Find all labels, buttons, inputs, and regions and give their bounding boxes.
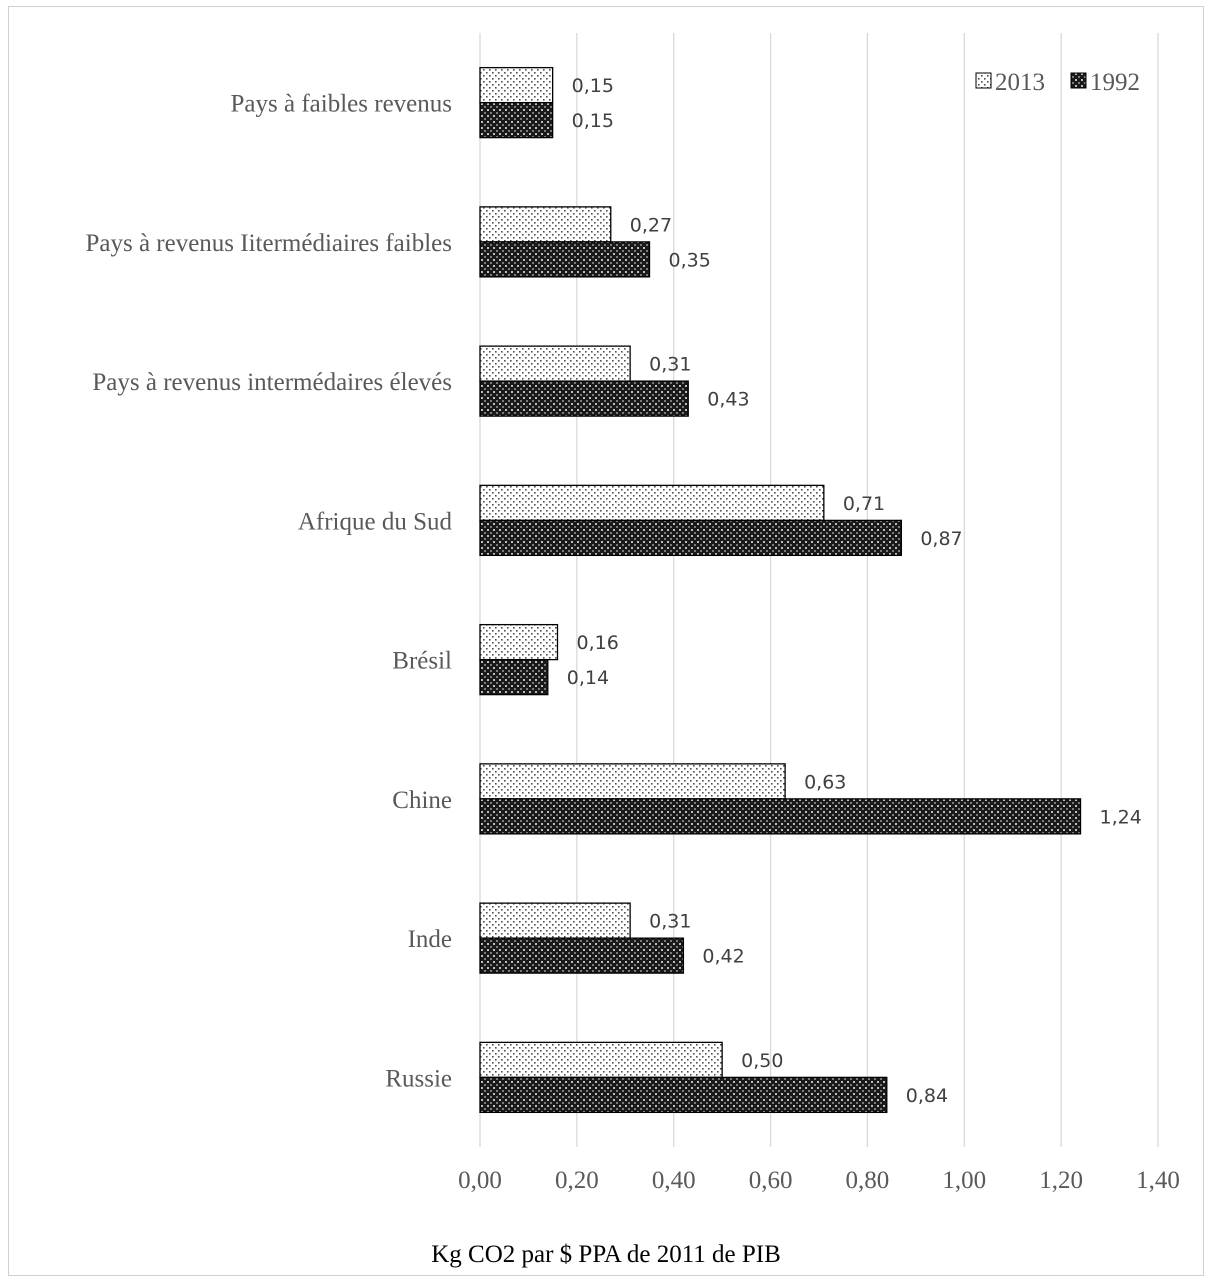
- legend-swatch-1992: [1070, 72, 1087, 89]
- bar-2013: [479, 763, 786, 800]
- bar-1992: [479, 241, 651, 278]
- bar-1992: [479, 937, 685, 974]
- data-label-1992: 0,14: [567, 667, 609, 689]
- x-tick-label: 1,20: [1039, 1167, 1083, 1194]
- bar-2013: [479, 345, 631, 382]
- bar-1992: [479, 380, 689, 417]
- legend-swatch-2013: [975, 72, 992, 89]
- category-label: Pays à revenus intermédaires élevés: [92, 369, 452, 396]
- x-tick-label: 0,40: [652, 1167, 696, 1194]
- category-label: Brésil: [392, 648, 452, 675]
- bar-2013: [479, 66, 554, 104]
- data-label-2013: 0,71: [843, 493, 885, 515]
- x-axis-title: Kg CO2 par $ PPA de 2011 de PIB: [431, 1241, 781, 1268]
- data-label-1992: 0,84: [906, 1085, 948, 1107]
- x-tick-label: 0,60: [749, 1167, 793, 1194]
- data-label-2013: 0,31: [649, 911, 691, 933]
- category-label: Inde: [408, 926, 452, 953]
- bar-1992: [479, 658, 549, 696]
- bars: [479, 66, 1082, 1114]
- x-tick-label: 1,40: [1136, 1167, 1180, 1194]
- bar-2013: [479, 484, 825, 522]
- x-tick-label: 1,00: [942, 1167, 986, 1194]
- bar-2013: [479, 623, 559, 661]
- data-label-1992: 0,35: [669, 249, 711, 271]
- legend: 2013 1992: [975, 69, 1140, 96]
- bar-2013: [479, 206, 612, 243]
- x-tick-label: 0,80: [846, 1167, 890, 1194]
- bar-1992: [479, 101, 554, 139]
- data-label-1992: 0,87: [920, 528, 962, 550]
- bar-1992: [479, 1076, 888, 1114]
- category-labels: Pays à faibles revenus Pays à revenus Iit…: [85, 91, 452, 1093]
- data-label-2013: 0,31: [649, 354, 691, 376]
- data-label-2013: 0,50: [741, 1050, 783, 1072]
- category-label: Afrique du Sud: [298, 508, 453, 535]
- x-tick-label: 0,20: [555, 1167, 599, 1194]
- x-tick-label: 0,00: [458, 1167, 502, 1194]
- legend-label-1992: 1992: [1090, 69, 1140, 96]
- data-label-1992: 0,42: [702, 946, 744, 968]
- data-label-2013: 0,27: [630, 214, 672, 236]
- data-labels: 0,15 0,15 0,27 0,35 0,31 0,43 0,71 0,87 0,16 0,14…: [567, 75, 1142, 1107]
- data-label-2013: 0,16: [576, 632, 618, 654]
- category-label: Russie: [385, 1065, 452, 1092]
- legend-label-2013: 2013: [995, 69, 1045, 96]
- bar-2013: [479, 902, 631, 939]
- bar-1992: [479, 798, 1082, 835]
- data-label-2013: 0,15: [572, 75, 614, 97]
- category-label: Chine: [392, 787, 452, 814]
- category-label: Pays à revenus Iitermédiaires faibles: [85, 230, 452, 257]
- data-label-1992: 0,43: [707, 389, 749, 411]
- data-label-1992: 0,15: [572, 110, 614, 132]
- data-label-2013: 0,63: [804, 771, 846, 793]
- category-label: Pays à faibles revenus: [231, 91, 452, 118]
- gridlines: [479, 33, 1159, 1147]
- x-tick-labels: 0,00 0,20 0,40 0,60 0,80 1,00 1,20 1,40: [458, 1167, 1180, 1194]
- bar-1992: [479, 519, 902, 557]
- bar-2013: [479, 1041, 723, 1079]
- data-label-1992: 1,24: [1100, 806, 1142, 828]
